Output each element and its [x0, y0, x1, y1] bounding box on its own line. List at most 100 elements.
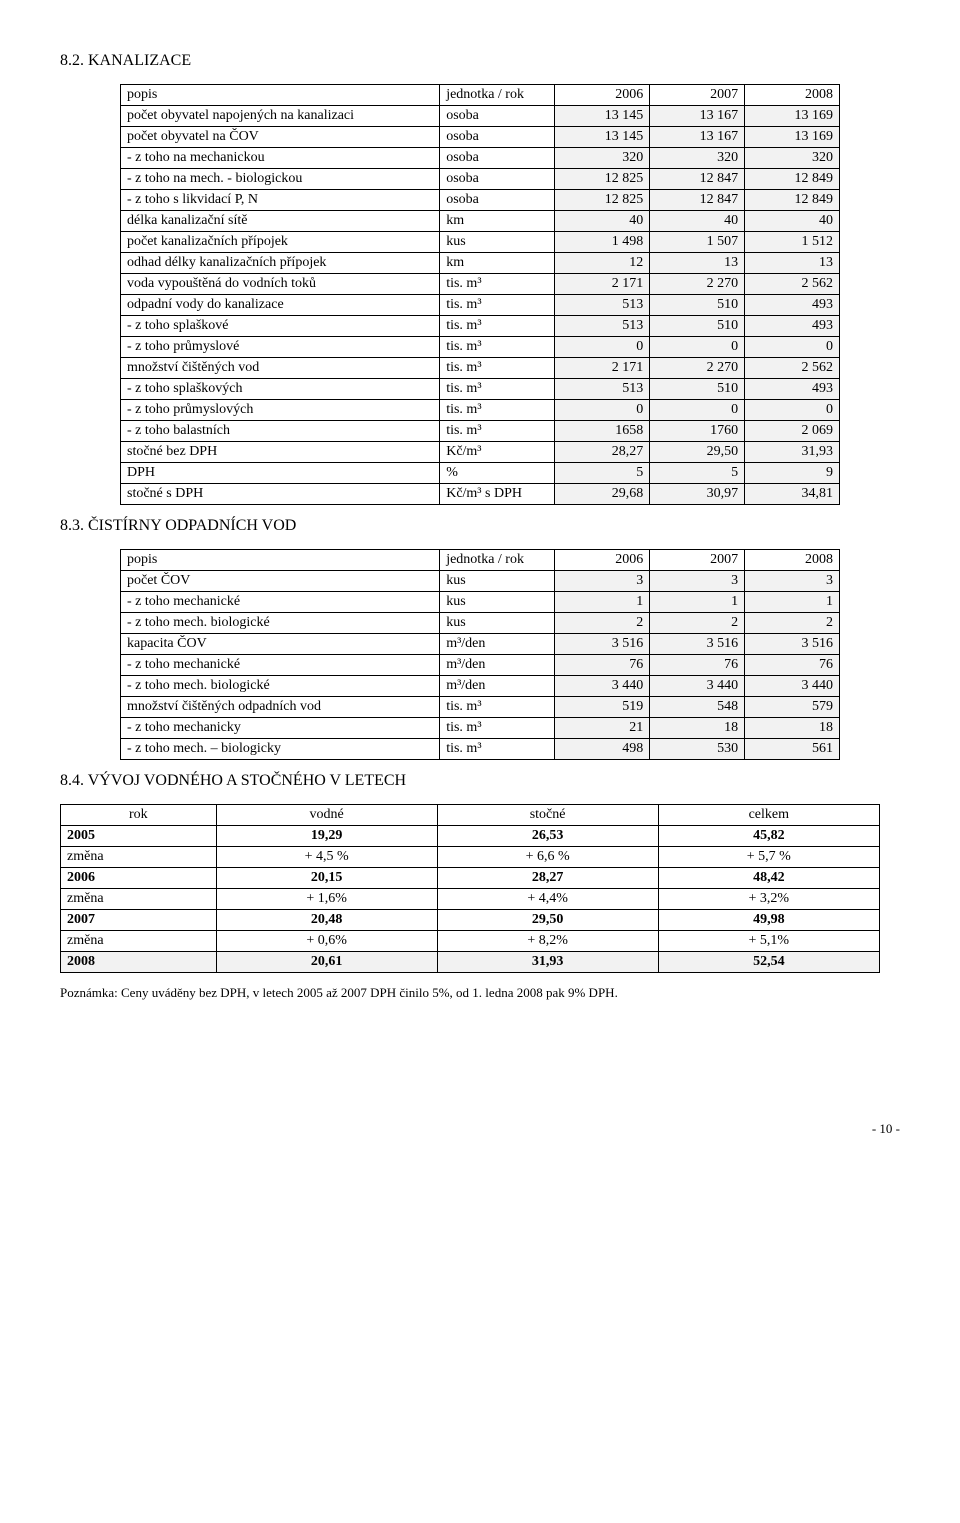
col-popis-header: popis [121, 550, 440, 571]
table-row: - z toho mechanickytis. m³211818 [121, 718, 840, 739]
table-row: - z toho průmyslovýchtis. m³000 [121, 400, 840, 421]
cell-v1: 0 [555, 337, 650, 358]
cell-unit: tis. m³ [440, 718, 555, 739]
cell-v3: 493 [745, 295, 840, 316]
cell-v3: 2 562 [745, 274, 840, 295]
col-vodne-header: vodné [216, 805, 437, 826]
cell-unit: kus [440, 592, 555, 613]
cell-stocne: + 8,2% [437, 931, 658, 952]
cell-v3: 0 [745, 400, 840, 421]
cell-vodne: + 4,5 % [216, 847, 437, 868]
cell-label: odhad délky kanalizačních přípojek [121, 253, 440, 274]
cell-unit: tis. m³ [440, 421, 555, 442]
cell-v2: 18 [650, 718, 745, 739]
table-row: - z toho mech. – biologickytis. m³498530… [121, 739, 840, 760]
cell-celkem: 45,82 [658, 826, 879, 847]
table-row: - z toho s likvidací P, Nosoba12 82512 8… [121, 190, 840, 211]
cell-label: odpadní vody do kanalizace [121, 295, 440, 316]
cell-label: kapacita ČOV [121, 634, 440, 655]
cell-v1: 12 825 [555, 169, 650, 190]
cell-stocne: 31,93 [437, 952, 658, 973]
cell-label: - z toho splaškových [121, 379, 440, 400]
cell-vodne: 20,61 [216, 952, 437, 973]
table-row: 200820,6131,9352,54 [61, 952, 880, 973]
cell-v3: 320 [745, 148, 840, 169]
cell-unit: m³/den [440, 655, 555, 676]
col-2006-header: 2006 [555, 550, 650, 571]
table-8-3: popis jednotka / rok 2006 2007 2008 poče… [120, 549, 840, 760]
cell-v2: 13 167 [650, 127, 745, 148]
table-row: 200620,1528,2748,42 [61, 868, 880, 889]
table-header-row: rok vodné stočné celkem [61, 805, 880, 826]
table-row: - z toho splaškovýchtis. m³513510493 [121, 379, 840, 400]
table-row: počet obyvatel napojených na kanalizacio… [121, 106, 840, 127]
table-row: počet obyvatel na ČOVosoba13 14513 16713… [121, 127, 840, 148]
cell-celkem: + 5,1% [658, 931, 879, 952]
table-row: změna+ 0,6%+ 8,2%+ 5,1% [61, 931, 880, 952]
section-8-3-heading: 8.3. ČISTÍRNY ODPADNÍCH VOD [60, 517, 900, 535]
table-row: - z toho na mech. - biologickouosoba12 8… [121, 169, 840, 190]
cell-v3: 12 849 [745, 169, 840, 190]
cell-unit: tis. m³ [440, 274, 555, 295]
cell-label: počet kanalizačních přípojek [121, 232, 440, 253]
cell-label: - z toho balastních [121, 421, 440, 442]
cell-v1: 1 498 [555, 232, 650, 253]
cell-v1: 5 [555, 463, 650, 484]
cell-v3: 579 [745, 697, 840, 718]
cell-v3: 2 562 [745, 358, 840, 379]
table-row: - z toho mechanickékus111 [121, 592, 840, 613]
cell-unit: kus [440, 571, 555, 592]
cell-v1: 519 [555, 697, 650, 718]
cell-label: množství čištěných odpadních vod [121, 697, 440, 718]
cell-celkem: + 5,7 % [658, 847, 879, 868]
col-popis-header: popis [121, 85, 440, 106]
cell-v3: 40 [745, 211, 840, 232]
cell-unit: tis. m³ [440, 337, 555, 358]
cell-v3: 0 [745, 337, 840, 358]
table-row: - z toho balastníchtis. m³165817602 069 [121, 421, 840, 442]
cell-v3: 3 440 [745, 676, 840, 697]
cell-unit: m³/den [440, 676, 555, 697]
cell-v3: 34,81 [745, 484, 840, 505]
cell-v3: 3 516 [745, 634, 840, 655]
cell-unit: Kč/m³ s DPH [440, 484, 555, 505]
cell-v2: 5 [650, 463, 745, 484]
table-row: 200720,4829,5049,98 [61, 910, 880, 931]
cell-v2: 320 [650, 148, 745, 169]
cell-celkem: 49,98 [658, 910, 879, 931]
table-row: množství čištěných odpadních vodtis. m³5… [121, 697, 840, 718]
cell-rok: 2006 [61, 868, 217, 889]
col-2007-header: 2007 [650, 550, 745, 571]
cell-v2: 510 [650, 316, 745, 337]
cell-v1: 76 [555, 655, 650, 676]
cell-v1: 28,27 [555, 442, 650, 463]
cell-v3: 13 [745, 253, 840, 274]
cell-v3: 13 169 [745, 106, 840, 127]
cell-v3: 493 [745, 316, 840, 337]
cell-unit: tis. m³ [440, 400, 555, 421]
cell-vodne: 20,15 [216, 868, 437, 889]
cell-v3: 561 [745, 739, 840, 760]
cell-celkem: 48,42 [658, 868, 879, 889]
cell-unit: tis. m³ [440, 295, 555, 316]
cell-unit: km [440, 253, 555, 274]
cell-unit: tis. m³ [440, 697, 555, 718]
cell-label: - z toho mechanicky [121, 718, 440, 739]
cell-v2: 40 [650, 211, 745, 232]
cell-v1: 320 [555, 148, 650, 169]
cell-v2: 2 [650, 613, 745, 634]
table-row: - z toho mech. biologickékus222 [121, 613, 840, 634]
cell-label: - z toho na mech. - biologickou [121, 169, 440, 190]
cell-v1: 29,68 [555, 484, 650, 505]
cell-v1: 13 145 [555, 127, 650, 148]
cell-v1: 513 [555, 295, 650, 316]
cell-celkem: + 3,2% [658, 889, 879, 910]
table-row: stočné s DPHKč/m³ s DPH29,6830,9734,81 [121, 484, 840, 505]
col-2008-header: 2008 [745, 85, 840, 106]
cell-v1: 2 [555, 613, 650, 634]
cell-label: - z toho splaškové [121, 316, 440, 337]
cell-label: počet obyvatel napojených na kanalizaci [121, 106, 440, 127]
cell-v2: 3 440 [650, 676, 745, 697]
table-row: počet kanalizačních přípojekkus1 4981 50… [121, 232, 840, 253]
cell-label: voda vypouštěná do vodních toků [121, 274, 440, 295]
